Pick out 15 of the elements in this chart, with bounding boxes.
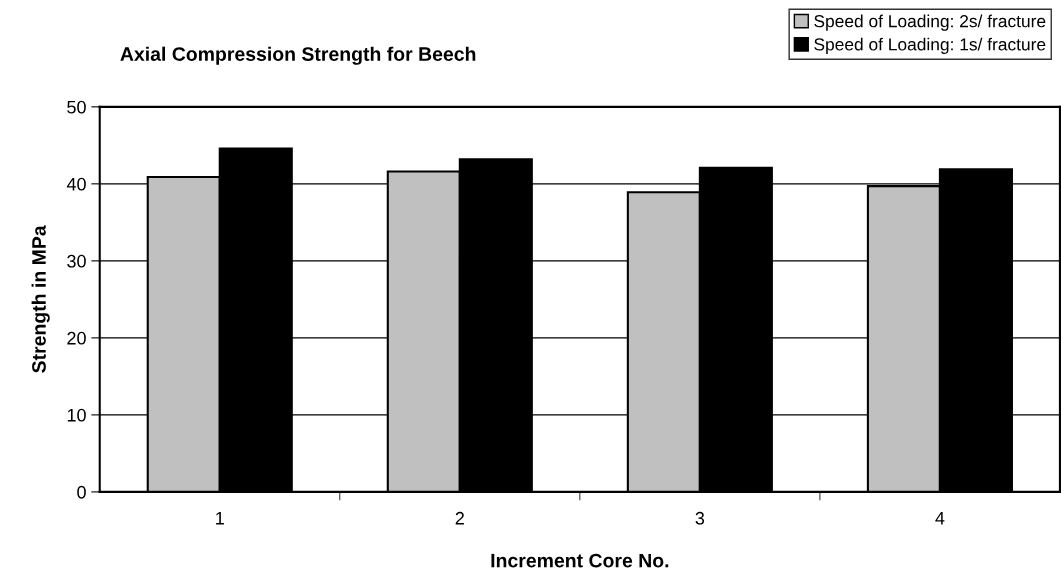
y-tick-label: 50	[67, 100, 86, 114]
legend-label: Speed of Loading: 1s/ fracture	[814, 37, 1046, 54]
x-tick-label: 3	[695, 511, 705, 525]
x-tick-label: 2	[455, 511, 464, 525]
x-axis-title: Increment Core No.	[491, 553, 669, 568]
y-tick-label: 20	[67, 331, 86, 345]
y-tick-label: 10	[67, 408, 86, 422]
x-tick-label: 4	[935, 512, 945, 525]
y-axis-title: Strength in MPa	[31, 225, 50, 373]
legend-label: Speed of Loading: 2s/ fracture	[814, 14, 1046, 31]
y-tick-label: 40	[66, 177, 86, 191]
chart-title: Axial Compression Strength for Beech	[120, 46, 476, 65]
y-tick-label: 30	[67, 254, 86, 268]
y-tick-label: 0	[77, 485, 86, 499]
x-tick-label: 1	[216, 512, 224, 525]
